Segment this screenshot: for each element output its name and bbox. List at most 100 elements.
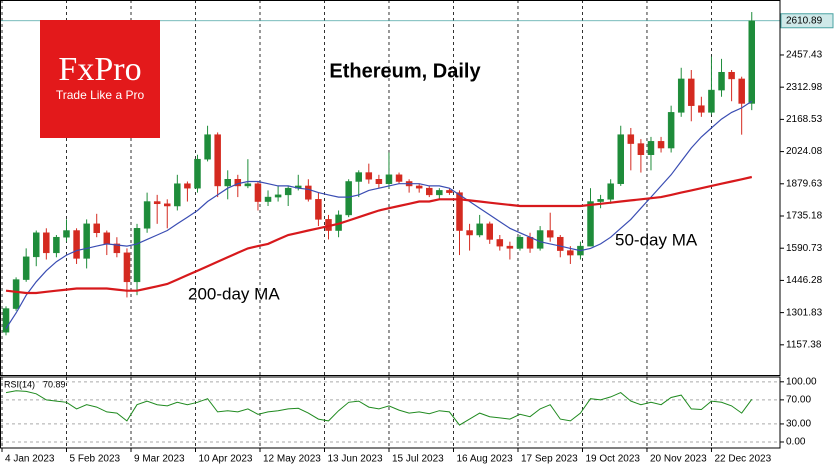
candle-body (184, 183, 191, 189)
last-price-label: 2610.89 (786, 15, 823, 26)
candle-body (516, 236, 524, 249)
candle-body (143, 201, 151, 229)
candle-body (224, 179, 231, 187)
candle-body (637, 143, 645, 155)
candle-body (546, 230, 554, 238)
indicator-name: RSI(14) (4, 379, 35, 389)
candle-body (83, 223, 90, 259)
candle-body (214, 134, 221, 187)
candle-body (123, 252, 131, 283)
candle-body (73, 230, 80, 259)
mark-layer (2, 12, 756, 336)
x-tick-label: 10 Apr 2023 (199, 454, 253, 465)
candle-body (355, 172, 362, 182)
x-tick-label: 19 Oct 2023 (585, 454, 640, 465)
candle-body (93, 223, 100, 234)
candle-body (496, 239, 504, 247)
candle-body (567, 250, 574, 256)
candle-body (103, 232, 111, 245)
price-panel-frame (0, 0, 781, 376)
x-tick-label: 15 Jul 2023 (392, 454, 444, 465)
candle-body (264, 196, 272, 202)
candle-body (244, 183, 252, 187)
candle-body (617, 134, 624, 184)
candle-body (506, 245, 514, 249)
candle-body (466, 230, 473, 236)
candle-body (365, 172, 373, 180)
x-tick-label: 20 Nov 2023 (650, 454, 707, 465)
candle-body (32, 232, 40, 258)
candle-body (728, 71, 735, 80)
candle-body (53, 236, 60, 254)
candle-body (456, 192, 463, 231)
candle-body (174, 183, 181, 207)
candle-body (688, 78, 695, 106)
candle-body (677, 78, 685, 113)
indicator-tick-label: 30.00 (786, 419, 811, 430)
indicator-line (5, 390, 753, 426)
candle-body (607, 183, 614, 200)
x-tick-label: 12 May 2023 (263, 454, 321, 465)
candle-body (254, 183, 262, 202)
candle-body (738, 78, 745, 104)
moving-average-line (5, 175, 753, 295)
y-tick-label: 1735.18 (786, 211, 823, 222)
x-tick-label: 22 Dec 2023 (714, 454, 771, 465)
candle-body (153, 201, 161, 205)
x-tick-label: 16 Aug 2023 (456, 454, 513, 465)
x-tick-label: 13 Jun 2023 (327, 454, 382, 465)
candle-body (204, 134, 211, 160)
logo-box (40, 20, 160, 138)
y-tick-label: 1301.83 (786, 307, 823, 318)
x-tick-label: 4 Jan 2023 (5, 454, 55, 465)
x-tick-label: 9 Mar 2023 (134, 454, 185, 465)
candle-body (708, 89, 715, 113)
candle-body (436, 190, 443, 196)
y-tick-label: 2168.53 (786, 114, 823, 125)
candle-body (113, 243, 121, 254)
candle-body (274, 194, 282, 198)
indicator-tick-label: 0.00 (786, 437, 806, 448)
candle-body (426, 187, 433, 196)
candle-body (446, 190, 453, 193)
y-tick-label: 2457.43 (786, 50, 823, 61)
candle-body (315, 199, 322, 220)
candle-body (133, 228, 141, 283)
candle-body (345, 181, 352, 216)
candle-body (557, 236, 564, 251)
logo-tagline: Trade Like a Pro (56, 88, 145, 102)
logo: FxPro Trade Like a Pro (40, 20, 160, 138)
indicator-last: 70.89 (43, 379, 66, 389)
y-tick-label: 1157.38 (786, 339, 822, 350)
candle-body (284, 187, 292, 196)
candle-body (536, 230, 544, 249)
candle-body (486, 223, 493, 240)
candle-body (667, 112, 675, 149)
candle-body (395, 174, 403, 182)
candle-body (748, 20, 756, 104)
y-tick-label: 2312.98 (786, 82, 823, 93)
ma-annotation: 50-day MA (615, 230, 698, 249)
candle-body (657, 141, 665, 149)
y-tick-label: 1446.28 (786, 275, 823, 286)
candle-body (587, 201, 594, 247)
candle-body (375, 179, 383, 184)
x-tick-label: 17 Sep 2023 (521, 454, 578, 465)
candle-body (698, 105, 705, 113)
candle-body (22, 256, 30, 280)
candle-body (476, 223, 483, 236)
moving-average-line (5, 100, 753, 329)
candle-body (305, 185, 312, 200)
candle-body (63, 230, 70, 238)
indicator-tick-label: 70.00 (786, 395, 811, 406)
candle-body (164, 203, 171, 207)
indicator-tick-label: 100.00 (786, 376, 817, 387)
candle-body (415, 185, 423, 189)
candle-body (627, 134, 635, 144)
candle-body (2, 308, 10, 333)
candle-body (194, 158, 201, 189)
y-tick-label: 1879.63 (786, 178, 823, 189)
candle-body (526, 236, 534, 249)
candle-body (718, 71, 725, 91)
